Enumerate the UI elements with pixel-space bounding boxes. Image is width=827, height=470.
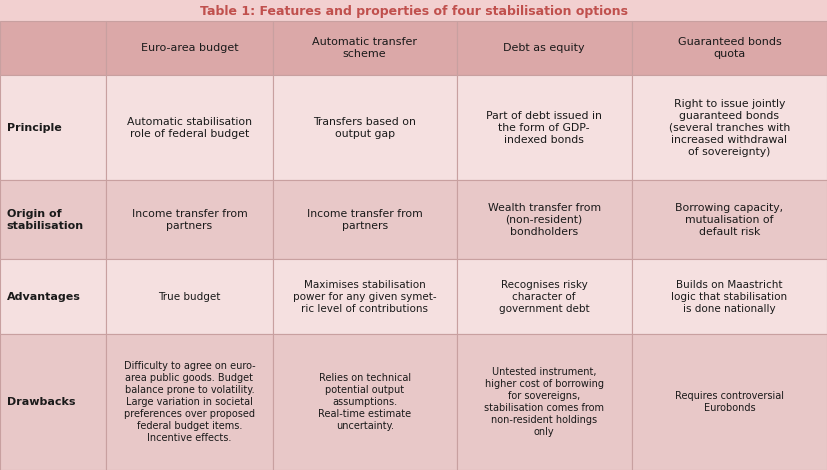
Text: Guaranteed bonds
quota: Guaranteed bonds quota <box>677 37 782 59</box>
Text: Maximises stabilisation
power for any given symet-
ric level of contributions: Maximises stabilisation power for any gi… <box>293 280 437 313</box>
Text: Part of debt issued in
the form of GDP-
indexed bonds: Part of debt issued in the form of GDP- … <box>486 110 602 145</box>
Bar <box>457 334 632 470</box>
Bar <box>632 75 827 180</box>
Bar <box>0 75 106 180</box>
Text: Origin of
stabilisation: Origin of stabilisation <box>7 209 84 230</box>
Text: Debt as equity: Debt as equity <box>504 43 585 53</box>
Text: Income transfer from
partners: Income transfer from partners <box>307 209 423 230</box>
Text: Right to issue jointly
guaranteed bonds
(several tranches with
increased withdra: Right to issue jointly guaranteed bonds … <box>669 99 790 157</box>
Bar <box>106 180 273 259</box>
Bar <box>106 21 273 75</box>
Bar <box>632 259 827 334</box>
Text: Untested instrument,
higher cost of borrowing
for sovereigns,
stabilisation come: Untested instrument, higher cost of borr… <box>484 367 605 437</box>
Bar <box>457 75 632 180</box>
Bar <box>632 180 827 259</box>
Bar <box>273 334 457 470</box>
Text: Euro-area budget: Euro-area budget <box>141 43 238 53</box>
Bar <box>0 259 106 334</box>
Bar <box>0 334 106 470</box>
Bar <box>457 180 632 259</box>
Bar <box>273 75 457 180</box>
Text: Transfers based on
output gap: Transfers based on output gap <box>313 117 416 139</box>
Bar <box>106 75 273 180</box>
Text: Builds on Maastricht
logic that stabilisation
is done nationally: Builds on Maastricht logic that stabilis… <box>672 280 787 313</box>
Bar <box>0 180 106 259</box>
Text: Automatic stabilisation
role of federal budget: Automatic stabilisation role of federal … <box>127 117 252 139</box>
Text: Principle: Principle <box>7 123 61 133</box>
Text: Automatic transfer
scheme: Automatic transfer scheme <box>313 37 417 59</box>
Bar <box>457 21 632 75</box>
Text: Difficulty to agree on euro-
area public goods. Budget
balance prone to volatili: Difficulty to agree on euro- area public… <box>123 361 256 443</box>
Bar <box>457 259 632 334</box>
Bar <box>273 259 457 334</box>
Text: Recognises risky
character of
government debt: Recognises risky character of government… <box>499 280 590 313</box>
Bar <box>106 259 273 334</box>
Text: Relies on technical
potential output
assumptions.
Real-time estimate
uncertainty: Relies on technical potential output ass… <box>318 373 411 431</box>
Text: Drawbacks: Drawbacks <box>7 397 75 407</box>
Bar <box>0 21 106 75</box>
Text: Income transfer from
partners: Income transfer from partners <box>131 209 247 230</box>
Text: Table 1: Features and properties of four stabilisation options: Table 1: Features and properties of four… <box>199 5 628 18</box>
Bar <box>106 334 273 470</box>
Bar <box>273 180 457 259</box>
Text: Borrowing capacity,
mutualisation of
default risk: Borrowing capacity, mutualisation of def… <box>676 203 783 236</box>
Text: True budget: True budget <box>158 291 221 302</box>
Text: Requires controversial
Eurobonds: Requires controversial Eurobonds <box>675 391 784 413</box>
Text: Wealth transfer from
(non-resident)
bondholders: Wealth transfer from (non-resident) bond… <box>488 203 600 236</box>
Text: Advantages: Advantages <box>7 291 80 302</box>
Bar <box>632 21 827 75</box>
Bar <box>273 21 457 75</box>
Bar <box>632 334 827 470</box>
